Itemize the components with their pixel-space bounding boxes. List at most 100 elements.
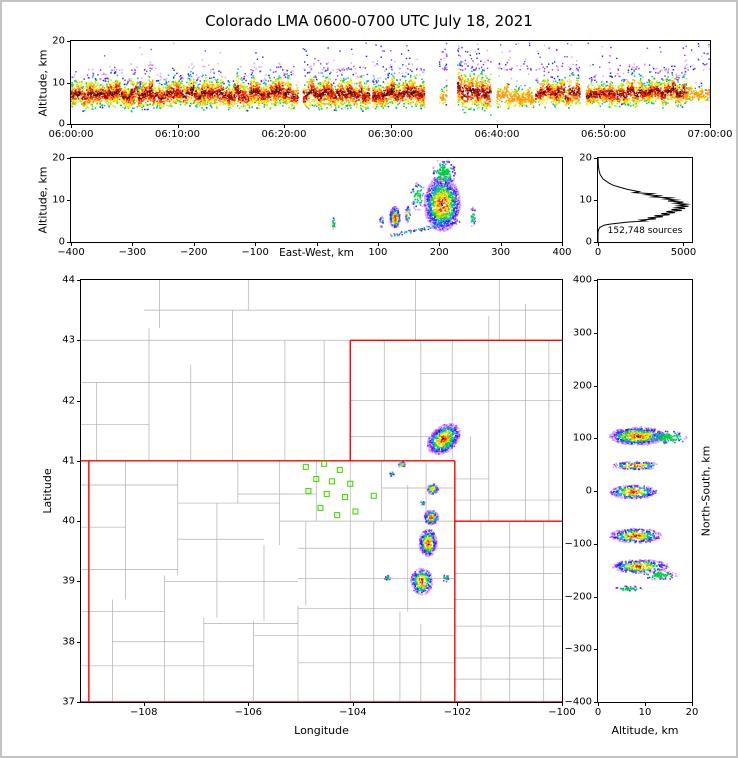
- tick-label: −400: [564, 696, 592, 708]
- tick-mark: [67, 158, 71, 159]
- figure-title: Colorado LMA 0600-0700 UTC July 18, 2021: [205, 12, 533, 30]
- tick-mark: [594, 543, 598, 545]
- tick-mark: [284, 124, 285, 128]
- tick-mark: [390, 124, 392, 128]
- tick-label: −100: [241, 247, 269, 258]
- time-height-plot: [71, 41, 710, 124]
- tick-label: 200: [572, 380, 592, 391]
- tick-label: 06:40:00: [474, 129, 520, 140]
- tick-label: 0: [585, 236, 592, 248]
- north-south-y-axis-title: North-South, km: [699, 445, 713, 537]
- tick-label: −106: [234, 707, 263, 718]
- tick-mark: [67, 200, 71, 201]
- tick-label: 0: [594, 247, 602, 258]
- tick-mark: [594, 702, 598, 703]
- tick-label: −300: [564, 643, 592, 655]
- tick-mark: [77, 521, 81, 523]
- tick-label: 39: [62, 575, 75, 587]
- tick-label: 44: [62, 274, 75, 286]
- tick-mark: [594, 332, 598, 334]
- tick-label: 20: [685, 707, 699, 718]
- tick-mark: [67, 124, 71, 125]
- altitude-histogram-panel: 152,748 sources 0 5000 0 10 20: [579, 153, 696, 259]
- tick-label: 0: [594, 707, 602, 718]
- tick-mark: [562, 242, 563, 246]
- tick-mark: [77, 280, 81, 281]
- tick-mark: [71, 242, 72, 246]
- tick-mark: [316, 242, 318, 246]
- tick-mark: [594, 596, 598, 598]
- tick-mark: [143, 702, 145, 706]
- tick-label: 5000: [670, 247, 697, 258]
- tick-mark: [132, 242, 134, 246]
- tick-label: 20: [52, 35, 65, 47]
- tick-label: −100: [564, 538, 592, 550]
- tick-label: 400: [552, 247, 572, 258]
- tick-label: 10: [52, 194, 65, 206]
- tick-mark: [598, 702, 599, 706]
- tick-label: 20: [52, 152, 65, 164]
- tick-mark: [594, 280, 598, 281]
- tick-mark: [645, 702, 646, 706]
- tick-mark: [77, 400, 81, 402]
- east-west-plot: [71, 158, 562, 242]
- time-height-y-axis-title: Altitude, km: [36, 48, 50, 117]
- tick-mark: [77, 460, 81, 462]
- tick-label: −100: [548, 707, 576, 718]
- tick-mark: [77, 702, 81, 703]
- tick-label: −200: [180, 247, 208, 258]
- time-height-panel: Altitude, km 06:00:00 06:10:00 06:20:00 06:…: [37, 36, 733, 141]
- tick-label: 06:30:00: [368, 129, 413, 140]
- tick-mark: [255, 242, 257, 246]
- tick-mark: [562, 702, 563, 706]
- tick-mark: [457, 702, 459, 706]
- tick-label: −104: [339, 707, 367, 718]
- tick-mark: [594, 242, 598, 243]
- tick-mark: [594, 649, 598, 651]
- tick-label: 0: [58, 236, 65, 248]
- tick-label: 300: [491, 247, 511, 258]
- tick-mark: [594, 438, 598, 440]
- tick-mark: [598, 242, 599, 246]
- altitude-histogram-plot: [598, 158, 692, 242]
- tick-label: −108: [130, 707, 158, 718]
- plan-view-map-plot: [81, 280, 562, 702]
- tick-mark: [594, 491, 598, 492]
- tick-label: 41: [62, 455, 75, 467]
- tick-label: 200: [429, 247, 449, 258]
- tick-mark: [439, 242, 441, 246]
- tick-mark: [177, 124, 179, 128]
- tick-label: 06:50:00: [581, 129, 626, 140]
- tick-label: 06:10:00: [155, 129, 200, 140]
- tick-label: 06:20:00: [261, 129, 307, 140]
- tick-label: 100: [572, 432, 592, 444]
- tick-mark: [71, 124, 72, 128]
- tick-mark: [594, 200, 598, 201]
- tick-mark: [377, 242, 379, 246]
- tick-label: −102: [443, 707, 472, 718]
- tick-label: 0: [585, 485, 592, 497]
- tick-label: 40: [62, 515, 75, 527]
- east-west-panel: Altitude, km East-West, km −400 −300 −200 −…: [37, 153, 572, 259]
- tick-label: 06:00:00: [48, 129, 94, 140]
- tick-label: −400: [57, 247, 85, 258]
- map-y-axis-title: Latitude: [40, 468, 54, 514]
- tick-mark: [692, 702, 693, 706]
- north-south-panel: North-South, km Altitude, km 0 10 20 400 300…: [565, 275, 713, 738]
- tick-label: 400: [572, 274, 592, 286]
- tick-label: 37: [62, 696, 75, 708]
- tick-label: 20: [579, 152, 592, 164]
- tick-mark: [710, 124, 711, 128]
- tick-mark: [500, 242, 502, 246]
- tick-mark: [77, 581, 81, 583]
- tick-label: −200: [564, 591, 592, 602]
- east-west-x-axis-title: East-West, km: [277, 247, 356, 259]
- map-x-axis-title: Longitude: [294, 724, 349, 737]
- tick-label: 10: [579, 194, 592, 206]
- tick-mark: [77, 641, 81, 643]
- tick-label: 38: [62, 636, 75, 648]
- east-west-y-axis-title: Altitude, km: [36, 166, 50, 234]
- tick-mark: [248, 702, 250, 706]
- tick-mark: [67, 242, 71, 243]
